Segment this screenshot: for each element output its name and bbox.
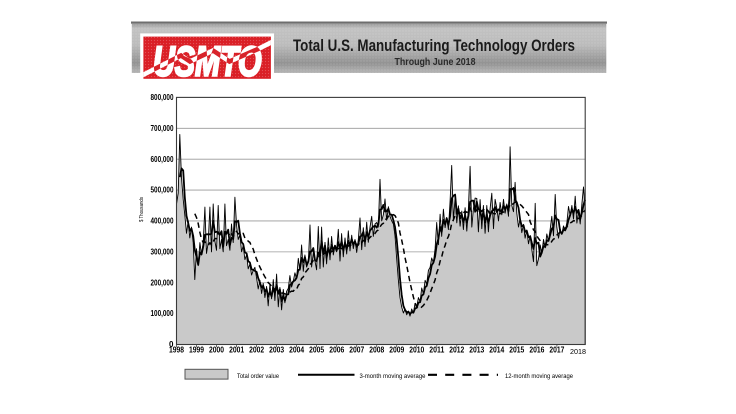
svg-text:2006: 2006 (329, 346, 344, 355)
svg-text:1999: 1999 (189, 346, 204, 355)
svg-text:2004: 2004 (289, 346, 304, 355)
svg-text:2007: 2007 (349, 346, 364, 355)
svg-text:800,000: 800,000 (151, 93, 174, 102)
svg-text:Through June 2018: Through June 2018 (395, 57, 476, 68)
svg-text:200,000: 200,000 (151, 278, 174, 287)
svg-text:2008: 2008 (369, 346, 384, 355)
svg-text:3-month moving average: 3-month moving average (360, 373, 426, 380)
svg-text:$ Thousands: $ Thousands (139, 197, 145, 222)
svg-text:2012: 2012 (449, 346, 464, 355)
svg-text:2015: 2015 (509, 346, 524, 355)
svg-text:2002: 2002 (249, 346, 264, 355)
svg-text:12-month moving average: 12-month moving average (505, 373, 573, 380)
svg-text:2014: 2014 (489, 346, 504, 355)
svg-text:1998: 1998 (169, 346, 184, 355)
svg-text:Total order value: Total order value (237, 373, 279, 380)
svg-text:2010: 2010 (409, 346, 424, 355)
svg-text:Total U.S. Manufacturing Techn: Total U.S. Manufacturing Technology Orde… (293, 36, 575, 55)
svg-text:0: 0 (169, 340, 174, 349)
svg-text:700,000: 700,000 (151, 124, 174, 133)
svg-text:2003: 2003 (269, 346, 284, 355)
svg-text:2009: 2009 (389, 346, 404, 355)
svg-text:2005: 2005 (309, 346, 324, 355)
svg-text:100,000: 100,000 (151, 309, 174, 318)
svg-text:2001: 2001 (229, 346, 244, 355)
svg-text:400,000: 400,000 (151, 217, 174, 226)
svg-text:2011: 2011 (429, 346, 444, 355)
svg-text:2017: 2017 (549, 346, 564, 355)
svg-text:500,000: 500,000 (151, 186, 174, 195)
svg-text:600,000: 600,000 (151, 155, 174, 164)
svg-text:2013: 2013 (469, 346, 484, 355)
svg-text:2000: 2000 (209, 346, 224, 355)
svg-text:2016: 2016 (529, 346, 544, 355)
svg-text:300,000: 300,000 (151, 247, 174, 256)
svg-text:2018: 2018 (570, 347, 586, 356)
